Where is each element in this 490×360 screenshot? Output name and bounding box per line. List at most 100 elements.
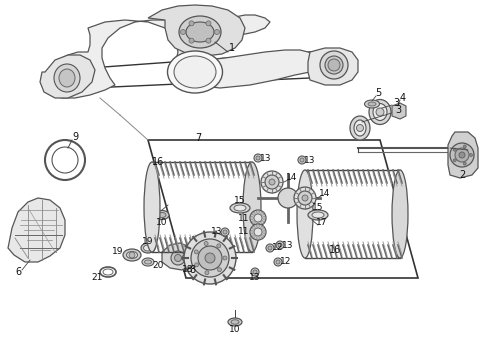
Text: 16: 16	[152, 157, 164, 167]
Text: 10: 10	[156, 217, 168, 226]
Ellipse shape	[144, 245, 152, 251]
Circle shape	[256, 211, 260, 213]
Ellipse shape	[145, 260, 151, 264]
Circle shape	[250, 230, 253, 234]
Circle shape	[189, 38, 194, 43]
Text: 13: 13	[211, 228, 223, 237]
Ellipse shape	[369, 99, 391, 125]
Ellipse shape	[325, 56, 343, 74]
Circle shape	[261, 212, 264, 215]
Text: 19: 19	[112, 248, 124, 256]
Ellipse shape	[186, 22, 214, 42]
Circle shape	[268, 246, 272, 250]
Ellipse shape	[230, 203, 250, 213]
Text: 20: 20	[152, 261, 164, 270]
Circle shape	[180, 30, 186, 35]
Circle shape	[261, 221, 264, 224]
Text: 10: 10	[229, 325, 241, 334]
Text: 3: 3	[393, 98, 399, 108]
Text: 15: 15	[312, 202, 324, 212]
Text: 13: 13	[260, 153, 272, 162]
Ellipse shape	[59, 69, 75, 87]
Text: 21: 21	[91, 274, 103, 283]
Ellipse shape	[308, 210, 328, 220]
Circle shape	[256, 222, 260, 225]
Circle shape	[204, 242, 208, 246]
Circle shape	[256, 225, 260, 228]
Circle shape	[261, 226, 264, 229]
Circle shape	[217, 244, 221, 248]
Circle shape	[252, 235, 255, 238]
Circle shape	[278, 188, 298, 208]
Text: 13: 13	[282, 240, 294, 249]
Circle shape	[253, 270, 257, 274]
Circle shape	[298, 156, 306, 164]
Text: 3: 3	[395, 105, 401, 115]
Circle shape	[298, 191, 312, 205]
Ellipse shape	[234, 205, 246, 211]
Polygon shape	[40, 55, 95, 98]
Text: 13: 13	[249, 274, 261, 283]
Circle shape	[463, 145, 466, 148]
Circle shape	[328, 59, 340, 71]
Circle shape	[221, 228, 229, 236]
Ellipse shape	[228, 318, 242, 326]
Circle shape	[171, 251, 185, 265]
Circle shape	[294, 187, 316, 209]
Ellipse shape	[126, 252, 138, 258]
Polygon shape	[148, 5, 245, 56]
Circle shape	[252, 212, 255, 215]
Circle shape	[450, 143, 474, 167]
Polygon shape	[162, 243, 195, 270]
Circle shape	[278, 243, 282, 247]
Circle shape	[174, 255, 181, 261]
Ellipse shape	[54, 64, 80, 92]
Circle shape	[453, 148, 456, 151]
Ellipse shape	[243, 162, 261, 252]
Text: 13: 13	[304, 156, 316, 165]
Ellipse shape	[354, 120, 366, 136]
Text: 11: 11	[238, 213, 250, 222]
Ellipse shape	[168, 51, 222, 93]
Text: 12: 12	[272, 243, 284, 252]
Circle shape	[266, 244, 274, 252]
Circle shape	[453, 159, 456, 162]
Ellipse shape	[123, 249, 141, 261]
Circle shape	[250, 224, 266, 240]
Circle shape	[357, 125, 364, 131]
Circle shape	[300, 158, 304, 162]
Ellipse shape	[392, 170, 408, 258]
Circle shape	[256, 237, 260, 239]
Circle shape	[182, 255, 188, 261]
Text: 9: 9	[72, 132, 78, 142]
Text: 14: 14	[319, 189, 331, 198]
Ellipse shape	[231, 320, 239, 324]
Circle shape	[469, 153, 472, 157]
Circle shape	[263, 230, 266, 234]
Ellipse shape	[155, 211, 169, 220]
Circle shape	[459, 152, 465, 158]
Circle shape	[263, 216, 266, 220]
Text: 18: 18	[182, 266, 194, 275]
Circle shape	[252, 221, 255, 224]
Text: 1: 1	[229, 43, 235, 53]
Circle shape	[206, 21, 211, 26]
Ellipse shape	[142, 258, 154, 266]
Text: 6: 6	[15, 267, 21, 277]
Circle shape	[250, 216, 253, 220]
Circle shape	[376, 108, 384, 116]
Ellipse shape	[350, 116, 370, 140]
Circle shape	[191, 239, 229, 277]
Circle shape	[254, 214, 262, 222]
Polygon shape	[308, 48, 358, 85]
Ellipse shape	[368, 102, 376, 106]
Ellipse shape	[297, 170, 313, 258]
Circle shape	[205, 271, 209, 275]
Circle shape	[261, 235, 264, 238]
Text: 2: 2	[459, 170, 465, 180]
Circle shape	[223, 230, 227, 234]
Text: 12: 12	[280, 257, 292, 266]
Polygon shape	[448, 132, 478, 178]
Circle shape	[276, 241, 284, 249]
Ellipse shape	[141, 243, 155, 253]
